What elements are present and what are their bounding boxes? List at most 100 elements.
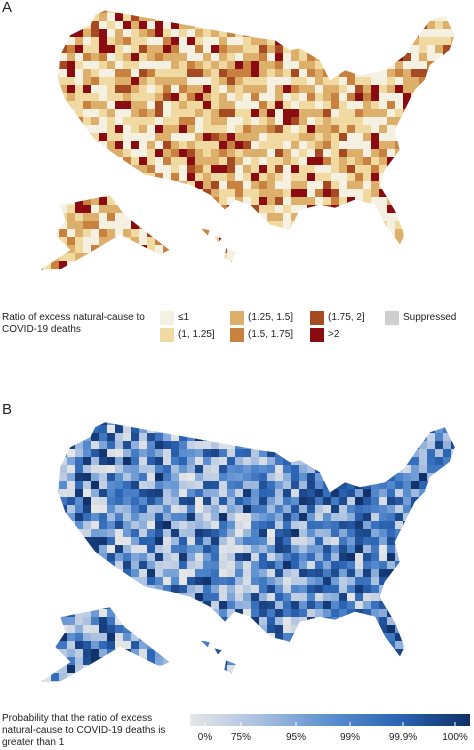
county-cell: [419, 657, 428, 666]
county-cell: [435, 521, 444, 530]
county-cell: [275, 21, 284, 30]
county-cell: [331, 125, 340, 134]
county-cell: [99, 173, 108, 182]
county-cell: [139, 473, 148, 482]
county-cell: [355, 513, 364, 522]
county-cell: [387, 441, 396, 450]
county-cell: [235, 449, 244, 458]
county-cell: [267, 101, 276, 110]
county-cell: [451, 577, 455, 586]
county-cell: [299, 45, 308, 54]
county-cell: [387, 665, 396, 674]
county-cell: [83, 625, 92, 634]
county-cell: [115, 521, 124, 530]
county-cell: [411, 237, 420, 246]
county-cell: [187, 473, 196, 482]
county-cell: [195, 593, 204, 602]
county-cell: [347, 205, 356, 214]
county-cell: [403, 529, 412, 538]
county-cell: [379, 449, 388, 458]
county-cell: [395, 61, 404, 70]
county-cell: [67, 189, 76, 198]
county-cell: [259, 173, 268, 182]
county-cell: [363, 245, 372, 254]
county-cell: [195, 649, 204, 658]
county-cell: [179, 10, 188, 14]
county-cell: [315, 253, 324, 262]
county-cell: [347, 577, 356, 586]
county-cell: [171, 433, 180, 442]
county-cell: [123, 505, 132, 514]
county-cell: [307, 69, 316, 78]
county-cell: [147, 10, 156, 14]
county-cell: [315, 101, 324, 110]
legend-label: (1, 1.25]: [178, 329, 215, 340]
county-cell: [387, 85, 396, 94]
county-cell: [371, 521, 380, 530]
county-cell: [163, 577, 172, 586]
county-cell: [307, 505, 316, 514]
county-cell: [75, 569, 84, 578]
county-cell: [419, 457, 428, 466]
county-cell: [259, 422, 268, 426]
county-cell: [59, 545, 68, 554]
county-cell: [83, 649, 92, 658]
county-cell: [403, 537, 412, 546]
county-cell: [451, 85, 455, 94]
county-cell: [51, 117, 60, 126]
county-cell: [115, 481, 124, 490]
county-cell: [235, 117, 244, 126]
county-cell: [371, 465, 380, 474]
county-cell: [203, 561, 212, 570]
county-cell: [379, 21, 388, 30]
county-cell: [443, 681, 452, 682]
county-cell: [67, 553, 76, 562]
county-cell: [411, 197, 420, 206]
county-cell: [299, 221, 308, 230]
county-cell: [171, 681, 180, 682]
county-cell: [443, 625, 452, 634]
county-cell: [131, 422, 140, 426]
county-cell: [395, 513, 404, 522]
county-cell: [363, 189, 372, 198]
county-cell: [379, 601, 388, 610]
county-cell: [195, 569, 204, 578]
county-cell: [443, 37, 452, 46]
county-cell: [379, 109, 388, 118]
county-cell: [291, 269, 300, 270]
county-cell: [171, 165, 180, 174]
county-cell: [107, 529, 116, 538]
county-cell: [275, 125, 284, 134]
county-cell: [195, 657, 204, 666]
county-cell: [227, 617, 236, 626]
county-cell: [395, 561, 404, 570]
county-cell: [235, 593, 244, 602]
colorbar-label: 99.9%: [388, 732, 418, 743]
county-cell: [323, 681, 332, 682]
county-cell: [435, 181, 444, 190]
county-cell: [395, 489, 404, 498]
county-cell: [43, 537, 52, 546]
county-cell: [107, 569, 116, 578]
county-cell: [363, 433, 372, 442]
county-cell: [419, 489, 428, 498]
county-cell: [235, 10, 244, 14]
county-cell: [427, 553, 436, 562]
county-cell: [267, 593, 276, 602]
county-cell: [51, 521, 60, 530]
county-cell: [267, 585, 276, 594]
county-cell: [291, 577, 300, 586]
county-cell: [187, 53, 196, 62]
county-cell: [451, 569, 455, 578]
county-cell: [75, 133, 84, 142]
county-cell: [195, 545, 204, 554]
county-cell: [363, 61, 372, 70]
county-cell: [451, 29, 455, 38]
county-cell: [371, 213, 380, 222]
county-cell: [40, 513, 44, 522]
county-cell: [203, 449, 212, 458]
county-cell: [403, 253, 412, 262]
county-cell: [51, 441, 60, 450]
county-cell: [40, 665, 44, 674]
county-cell: [387, 109, 396, 118]
